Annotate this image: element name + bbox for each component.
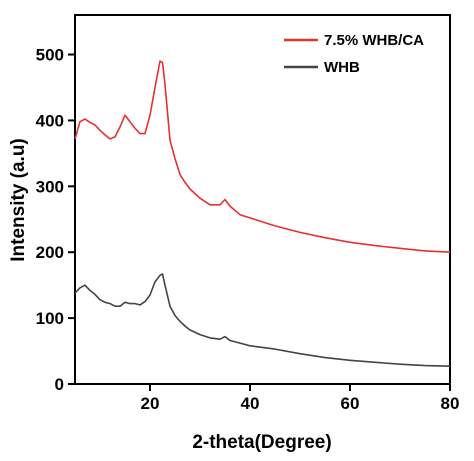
legend-label-1: WHB <box>324 59 360 76</box>
plot-frame <box>74 14 451 385</box>
x-axis-title: 2-theta(Degree) <box>192 432 331 453</box>
x-axis-ticks: 20 40 60 80 <box>141 384 460 413</box>
y-axis-ticks: 0 100 200 300 400 500 <box>36 46 75 394</box>
y-tick-label: 100 <box>36 309 64 328</box>
legend-label-0: 7.5% WHB/CA <box>324 32 424 49</box>
y-tick-label: 300 <box>36 177 64 196</box>
legend: 7.5% WHB/CA WHB <box>284 32 424 76</box>
y-tick-label: 500 <box>36 46 64 65</box>
y-axis-title: Intensity (a.u) <box>8 138 29 262</box>
x-tick-label: 60 <box>341 394 360 413</box>
series-line-1 <box>74 273 451 367</box>
series-line-0 <box>74 60 451 253</box>
x-tick-label: 80 <box>441 394 460 413</box>
y-tick-label: 200 <box>36 243 64 262</box>
y-tick-label: 400 <box>36 111 64 130</box>
y-tick-label: 0 <box>55 375 64 394</box>
series-layer <box>74 60 451 367</box>
x-tick-label: 20 <box>141 394 160 413</box>
x-tick-label: 40 <box>241 394 260 413</box>
